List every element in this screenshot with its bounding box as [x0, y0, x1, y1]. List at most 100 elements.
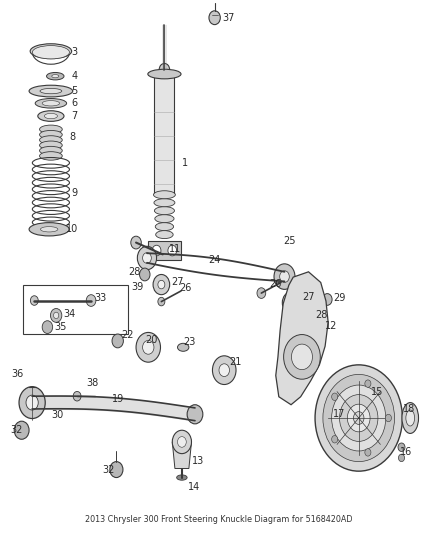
Circle shape — [332, 435, 338, 443]
Text: 18: 18 — [403, 404, 416, 414]
Text: 36: 36 — [12, 369, 24, 379]
Text: 26: 26 — [180, 284, 192, 293]
Text: 3: 3 — [71, 47, 78, 57]
Text: 15: 15 — [371, 387, 383, 398]
Ellipse shape — [177, 475, 187, 480]
Text: 17: 17 — [333, 409, 346, 419]
Text: 25: 25 — [284, 236, 296, 246]
Circle shape — [332, 385, 386, 451]
Text: 37: 37 — [223, 13, 235, 23]
Circle shape — [136, 333, 160, 362]
Ellipse shape — [29, 85, 73, 97]
Text: 28: 28 — [128, 267, 141, 277]
Text: 10: 10 — [66, 224, 78, 235]
Polygon shape — [172, 442, 191, 469]
Circle shape — [365, 449, 371, 456]
Circle shape — [143, 253, 151, 263]
Ellipse shape — [154, 199, 175, 207]
Circle shape — [112, 334, 124, 348]
Circle shape — [347, 404, 370, 432]
Ellipse shape — [40, 88, 62, 94]
Text: 12: 12 — [325, 321, 337, 331]
Text: 1: 1 — [182, 158, 188, 168]
Circle shape — [73, 391, 81, 401]
Circle shape — [280, 271, 289, 282]
Text: 24: 24 — [208, 255, 220, 264]
Text: 21: 21 — [230, 357, 242, 367]
Ellipse shape — [35, 99, 67, 108]
Ellipse shape — [39, 136, 62, 144]
Circle shape — [140, 268, 150, 281]
Circle shape — [53, 312, 59, 319]
Circle shape — [19, 386, 45, 418]
Circle shape — [209, 11, 220, 25]
Circle shape — [315, 365, 403, 471]
Circle shape — [291, 344, 312, 369]
Text: 32: 32 — [102, 465, 114, 474]
Ellipse shape — [406, 410, 415, 426]
Circle shape — [287, 298, 295, 308]
Circle shape — [385, 414, 392, 422]
Circle shape — [152, 245, 161, 256]
Circle shape — [50, 309, 62, 322]
Text: 26: 26 — [269, 279, 282, 289]
Text: 13: 13 — [192, 456, 204, 465]
Circle shape — [42, 321, 53, 334]
Text: 6: 6 — [71, 98, 78, 108]
Text: 2013 Chrysler 300 Front Steering Knuckle Diagram for 5168420AD: 2013 Chrysler 300 Front Steering Knuckle… — [85, 515, 353, 524]
Ellipse shape — [39, 125, 62, 134]
Circle shape — [14, 421, 29, 439]
Circle shape — [143, 341, 154, 354]
Circle shape — [159, 63, 170, 76]
Circle shape — [323, 374, 395, 462]
Text: 27: 27 — [171, 277, 184, 287]
Circle shape — [131, 236, 141, 249]
Circle shape — [398, 443, 405, 451]
Text: 38: 38 — [86, 378, 98, 389]
Circle shape — [322, 294, 332, 305]
Circle shape — [177, 437, 186, 447]
Circle shape — [158, 280, 165, 289]
Text: 32: 32 — [11, 425, 23, 435]
Ellipse shape — [402, 402, 419, 433]
Text: 27: 27 — [302, 292, 314, 302]
Text: 7: 7 — [71, 111, 78, 121]
Circle shape — [153, 274, 170, 295]
Ellipse shape — [153, 191, 175, 199]
Text: 16: 16 — [400, 447, 413, 456]
Text: 28: 28 — [315, 310, 328, 320]
Text: 14: 14 — [188, 482, 201, 491]
Text: 8: 8 — [70, 132, 76, 142]
Ellipse shape — [148, 69, 181, 79]
Ellipse shape — [39, 147, 62, 155]
Circle shape — [303, 309, 314, 322]
Ellipse shape — [155, 223, 173, 231]
Text: 34: 34 — [64, 309, 76, 319]
Ellipse shape — [39, 152, 62, 160]
Circle shape — [172, 430, 191, 454]
Text: 23: 23 — [183, 337, 196, 347]
Ellipse shape — [29, 223, 69, 236]
Ellipse shape — [154, 207, 174, 215]
Text: 33: 33 — [94, 293, 106, 303]
Circle shape — [353, 411, 364, 424]
Text: 35: 35 — [54, 321, 66, 332]
Ellipse shape — [39, 131, 62, 139]
Text: 22: 22 — [121, 329, 133, 340]
Text: 30: 30 — [51, 410, 63, 421]
Circle shape — [399, 454, 405, 462]
Bar — [148, 241, 181, 260]
Ellipse shape — [155, 215, 174, 223]
Text: 19: 19 — [112, 394, 124, 405]
Circle shape — [138, 246, 156, 270]
Circle shape — [30, 296, 38, 305]
Ellipse shape — [44, 114, 57, 119]
Circle shape — [257, 288, 266, 298]
Text: 20: 20 — [146, 335, 158, 345]
Circle shape — [219, 364, 230, 376]
Circle shape — [332, 393, 338, 400]
Circle shape — [26, 395, 38, 410]
Circle shape — [365, 380, 371, 387]
Ellipse shape — [46, 72, 64, 80]
Bar — [154, 76, 174, 195]
